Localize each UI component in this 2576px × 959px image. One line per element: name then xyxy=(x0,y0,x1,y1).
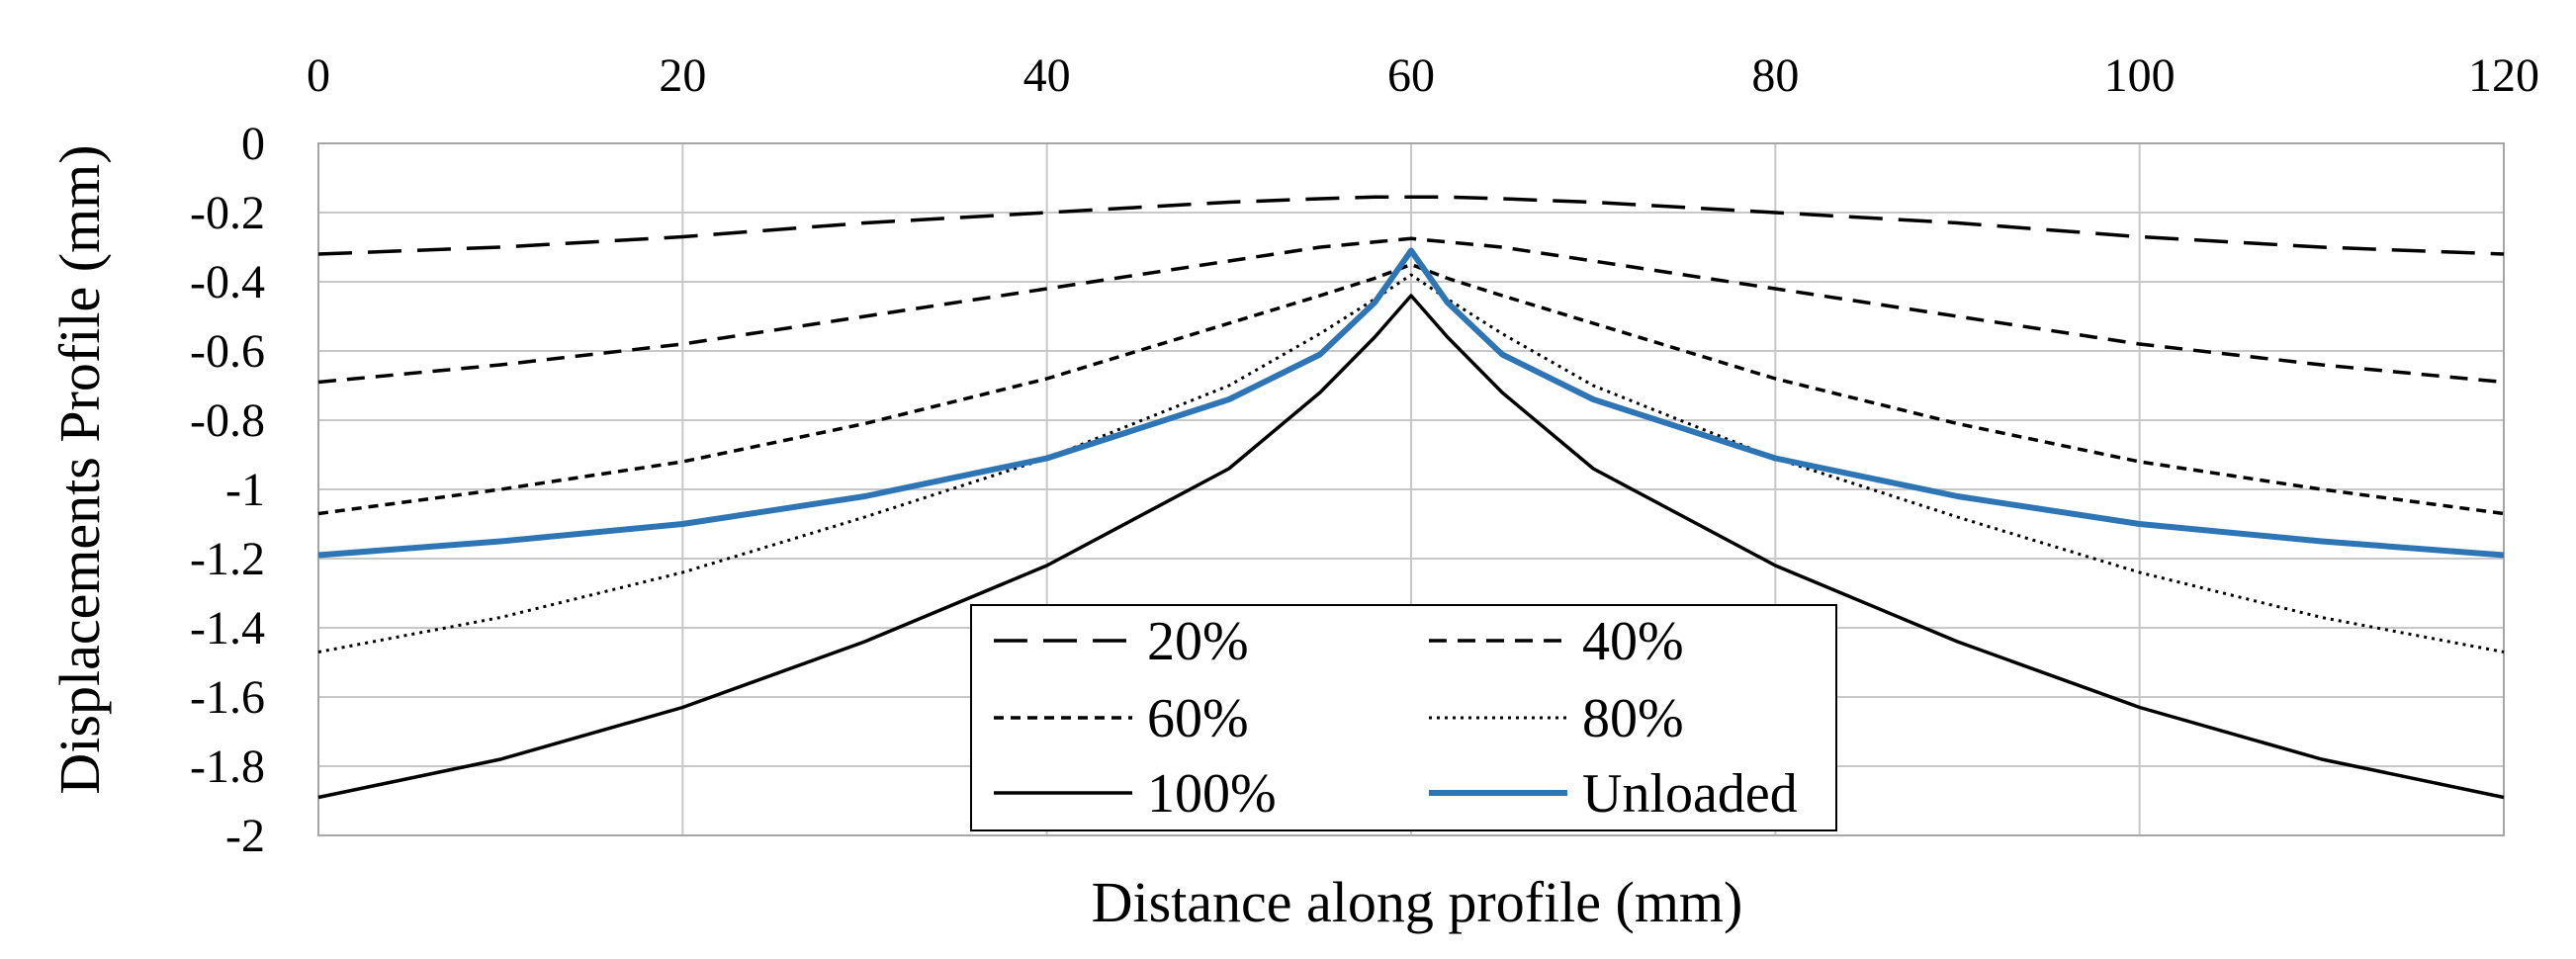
y-tick-label: -1.2 xyxy=(190,533,265,585)
legend-label: 80% xyxy=(1582,688,1684,749)
series-layer xyxy=(317,195,2505,800)
series-line-40pct xyxy=(317,236,2505,385)
legend-label: 40% xyxy=(1582,611,1684,672)
legend: 20% 40% 60% 80% 100% Unloaded xyxy=(970,604,1837,831)
series-line-80pct xyxy=(317,273,2505,654)
series-line-60pct xyxy=(317,262,2505,516)
x-tick-label: 120 xyxy=(2468,49,2539,102)
x-axis-title: Distance along profile (mm) xyxy=(1092,870,1743,934)
plot-area-border xyxy=(317,142,2505,836)
legend-label: 60% xyxy=(1147,688,1249,749)
y-tick-label: -0.2 xyxy=(190,187,265,239)
y-tick-label: -1.6 xyxy=(190,671,265,724)
y-tick-label: 0 xyxy=(241,118,265,170)
y-tick-label: -2 xyxy=(225,810,265,862)
legend-label: Unloaded xyxy=(1582,763,1798,825)
x-tick-label: 60 xyxy=(1387,49,1435,102)
x-tick-labels: 0 20 40 60 80 100 120 xyxy=(307,49,2539,102)
series-line-unloaded xyxy=(317,247,2505,559)
x-tick-label: 0 xyxy=(307,49,330,102)
y-tick-labels: 0 -0.2 -0.4 -0.6 -0.8 -1 -1.2 -1.4 -1.6 -1.8 -2 xyxy=(190,118,265,862)
y-tick-label: -1.8 xyxy=(190,741,265,793)
x-tick-label: 40 xyxy=(1023,49,1071,102)
legend-label: 100% xyxy=(1147,763,1277,825)
y-tick-label: -0.8 xyxy=(190,394,265,447)
x-tick-label: 80 xyxy=(1751,49,1799,102)
series-line-100pct xyxy=(317,294,2505,800)
legend-label: 20% xyxy=(1147,611,1249,672)
x-tick-label: 20 xyxy=(659,49,706,102)
x-tick-label: 100 xyxy=(2104,49,2176,102)
y-axis-title: Displacements Profile (mm) xyxy=(47,144,112,794)
y-tick-label: -1 xyxy=(225,464,265,516)
y-tick-label: -1.4 xyxy=(190,602,265,654)
series-line-20pct xyxy=(317,195,2505,256)
y-tick-label: -0.4 xyxy=(190,256,265,308)
y-tick-label: -0.6 xyxy=(190,325,265,378)
